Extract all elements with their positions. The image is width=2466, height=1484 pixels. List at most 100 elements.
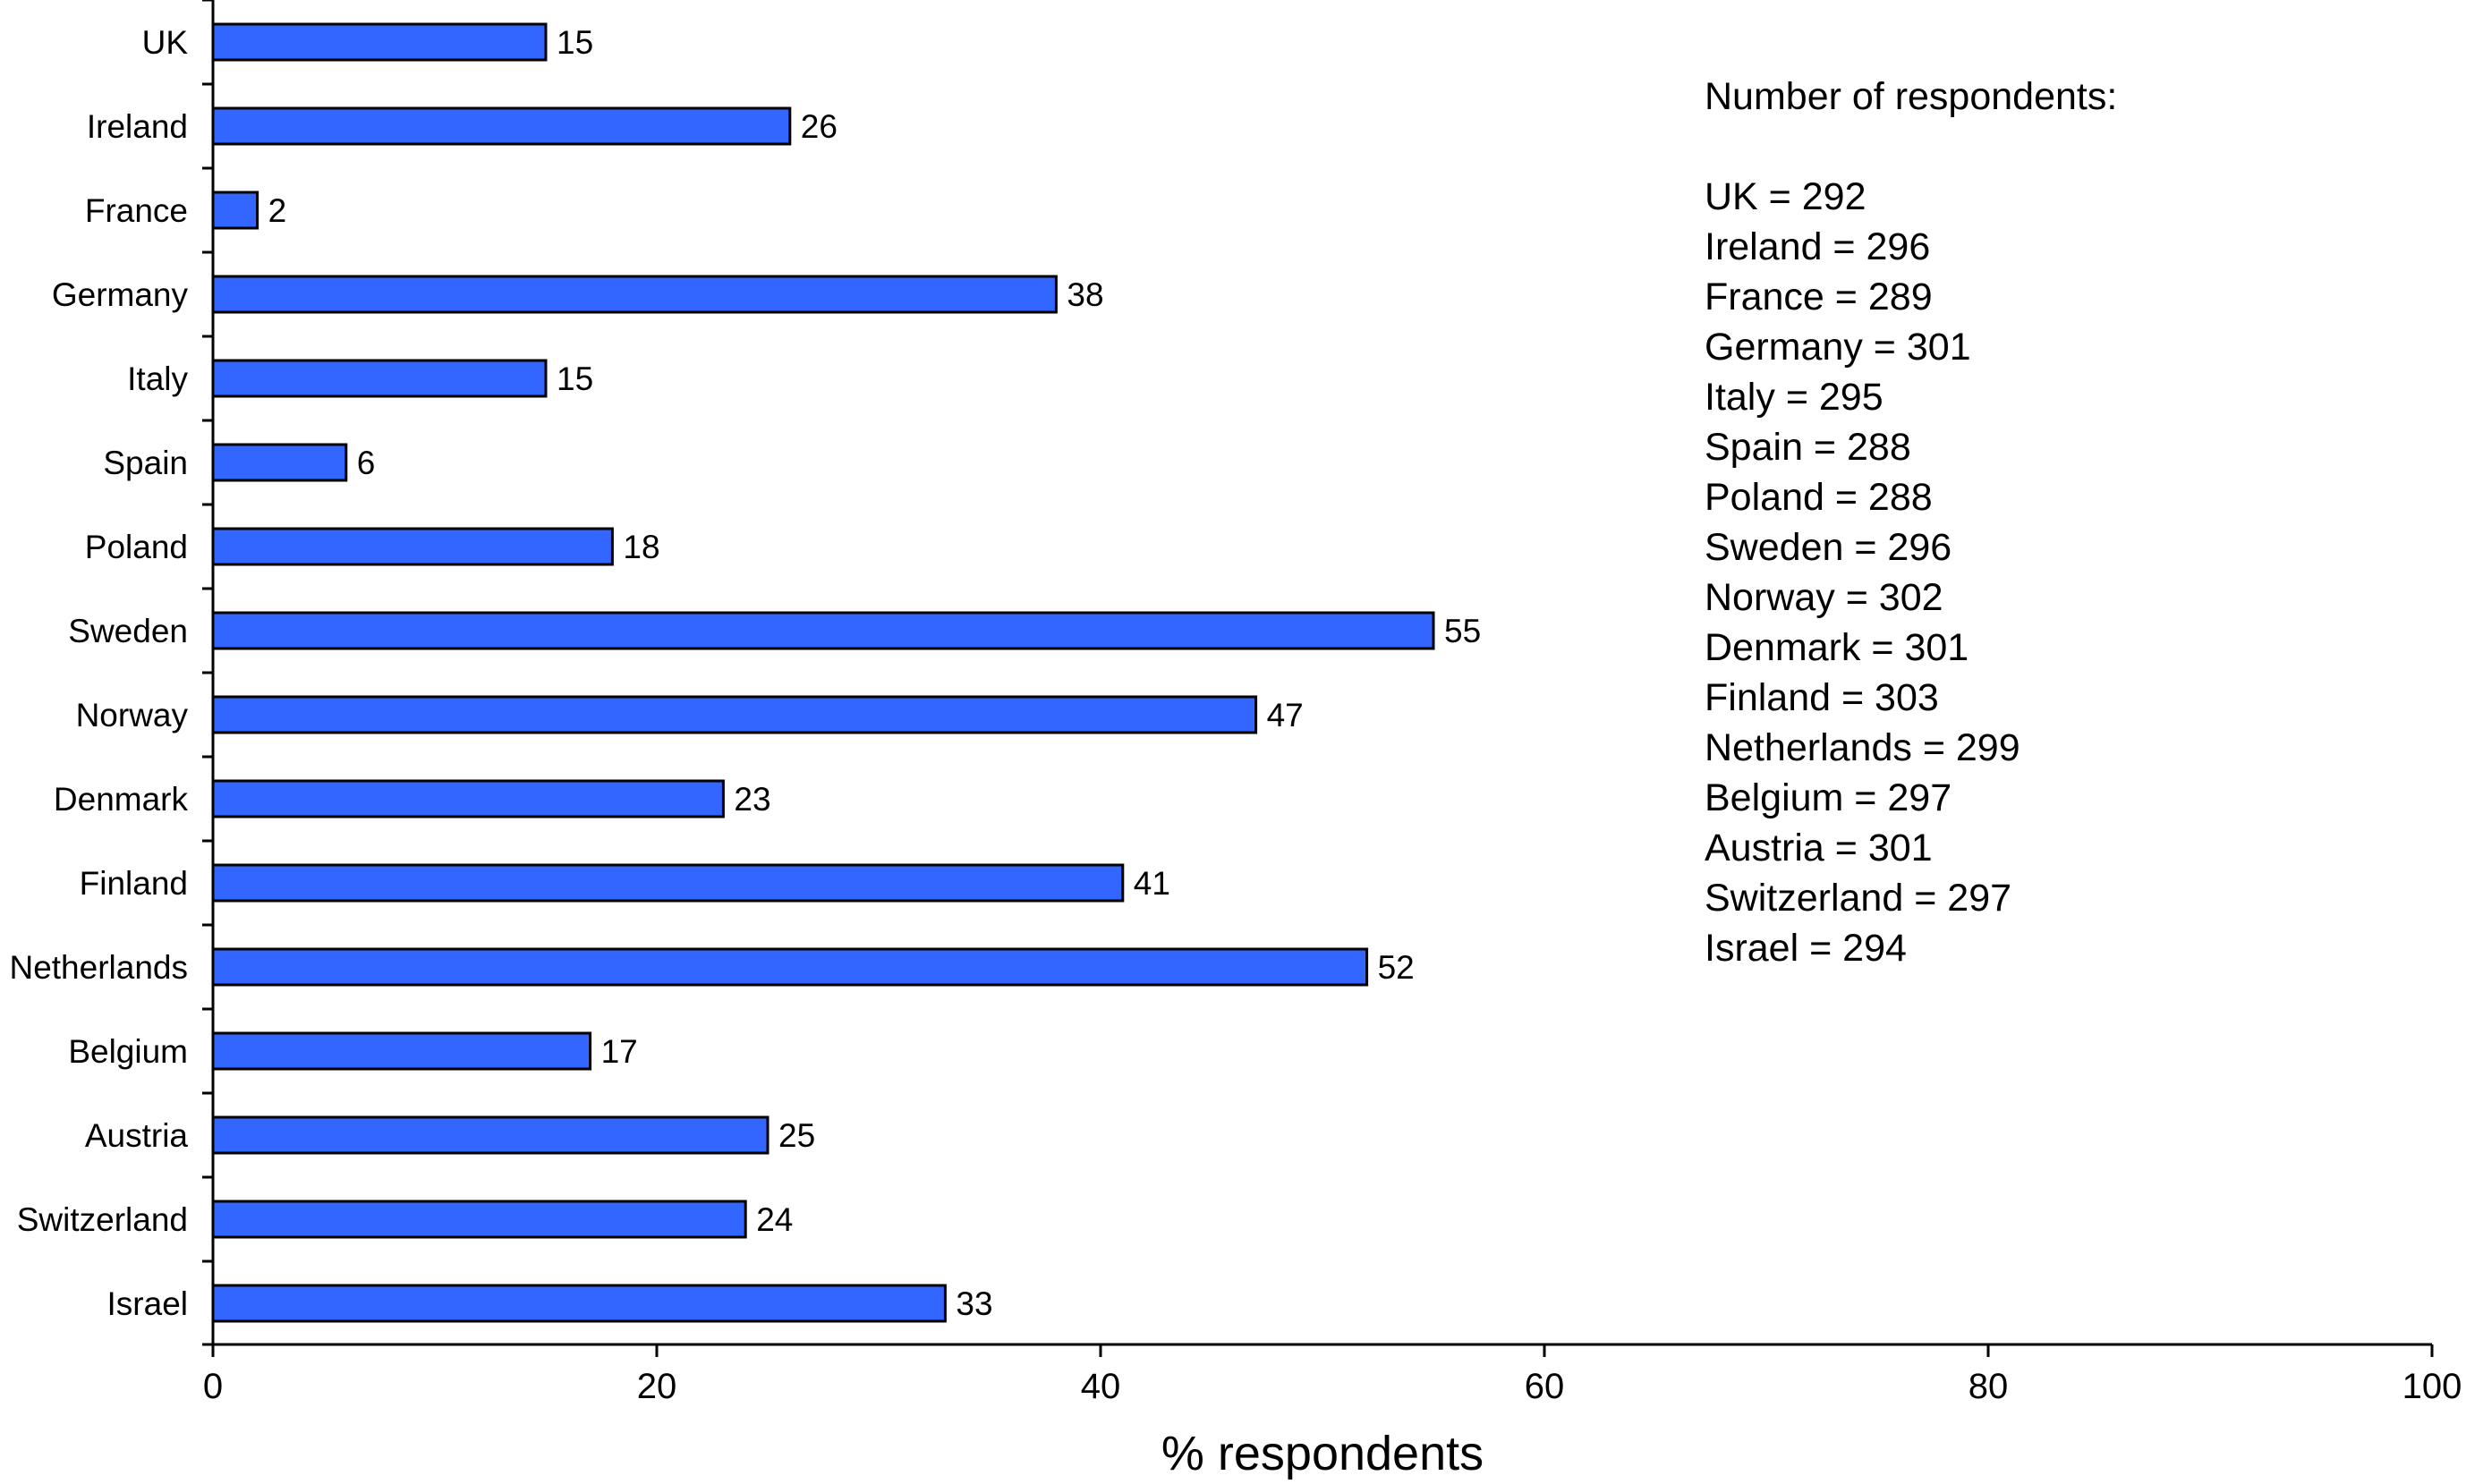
- y-tick-label: Israel: [107, 1285, 188, 1322]
- respondent-count: 302: [1878, 576, 1943, 619]
- respondent-count: 296: [1866, 225, 1931, 268]
- respondent-count-row: Sweden = 296: [1705, 522, 2117, 572]
- bar-austria: [211, 1115, 770, 1155]
- equals-sign: =: [1911, 726, 1956, 769]
- data-label: 25: [778, 1117, 815, 1154]
- equals-sign: =: [1757, 175, 1802, 218]
- y-tick-label: Belgium: [68, 1033, 188, 1070]
- bar-germany: [211, 275, 1058, 314]
- respondent-country: Ireland: [1705, 225, 1823, 268]
- axes-group: 0 20 40 60 80 100: [202, 0, 2462, 1406]
- equals-sign: =: [1824, 827, 1868, 869]
- y-tick-label: Ireland: [87, 108, 188, 145]
- respondent-count: 294: [1842, 927, 1907, 970]
- respondent-count: 288: [1867, 476, 1933, 519]
- y-tick-label: UK: [142, 24, 189, 61]
- data-label: 26: [801, 108, 838, 145]
- respondent-country: Finland: [1705, 676, 1832, 719]
- equals-sign: =: [1843, 776, 1888, 819]
- respondent-count: 297: [1887, 776, 1952, 819]
- equals-sign: =: [1834, 576, 1879, 619]
- respondent-count-row: Belgium = 297: [1705, 773, 2117, 823]
- respondent-country: Belgium: [1705, 776, 1844, 819]
- respondent-country: Sweden: [1705, 526, 1844, 569]
- x-tick-label: 40: [1081, 1367, 1121, 1406]
- data-label: 15: [557, 360, 593, 397]
- respondent-count-row: Switzerland = 297: [1705, 873, 2117, 923]
- bar-spain: [211, 443, 348, 482]
- bar-norway: [211, 695, 1258, 734]
- y-tick-label: Spain: [103, 445, 188, 481]
- bar-sweden: [211, 611, 1435, 650]
- respondent-count: 301: [1906, 326, 1971, 369]
- respondent-country: Italy: [1705, 376, 1775, 419]
- respondent-count-row: France = 289: [1705, 272, 2117, 322]
- data-label: 24: [756, 1201, 793, 1238]
- data-label: 55: [1444, 613, 1481, 649]
- equals-sign: =: [1802, 426, 1847, 469]
- respondent-count: 292: [1801, 175, 1867, 218]
- equals-sign: =: [1774, 376, 1819, 419]
- y-tick-label: Denmark: [54, 781, 189, 818]
- data-label: 6: [357, 445, 376, 481]
- respondent-count-row: Germany = 301: [1705, 322, 2117, 372]
- x-tick-label: 80: [1969, 1367, 2009, 1406]
- equals-sign: =: [1862, 326, 1907, 369]
- respondent-count-row: Israel = 294: [1705, 923, 2117, 973]
- bar-belgium: [211, 1031, 592, 1071]
- respondent-country: UK: [1705, 175, 1758, 218]
- y-tick-label: Norway: [76, 697, 189, 734]
- respondent-country: Denmark: [1705, 626, 1861, 669]
- respondent-country: Spain: [1705, 426, 1803, 469]
- category-labels-group: UK Ireland France Germany Italy Spain Poland Sw…: [9, 24, 188, 1322]
- bar-netherlands: [211, 947, 1369, 987]
- respondents-title: Number of respondents:: [1705, 75, 2118, 118]
- data-label: 33: [956, 1285, 992, 1322]
- respondent-country: Norway: [1705, 576, 1835, 619]
- data-label: 47: [1267, 697, 1304, 734]
- respondent-count-row: Spain = 288: [1705, 422, 2117, 472]
- respondent-country: Israel: [1705, 927, 1799, 970]
- respondent-count: 297: [1947, 877, 2012, 920]
- respondent-count: 288: [1847, 426, 1911, 469]
- bar-israel: [211, 1284, 947, 1323]
- respondent-count: 303: [1875, 676, 1939, 719]
- bar-denmark: [211, 779, 725, 818]
- data-label: 23: [734, 781, 770, 818]
- equals-sign: =: [1860, 626, 1905, 669]
- respondents-list: UK = 292 Ireland = 296 France = 289 Germany…: [1705, 172, 2117, 973]
- respondent-count-row: Ireland = 296: [1705, 222, 2117, 272]
- respondent-count-row: Netherlands = 299: [1705, 723, 2117, 773]
- y-tick-label: Germany: [52, 276, 189, 313]
- x-tick-label: 20: [637, 1367, 677, 1406]
- respondent-count-row: Norway = 302: [1705, 572, 2117, 623]
- x-tick-label: 60: [1525, 1367, 1565, 1406]
- data-labels-group: 15 26 2 38 15 6 18 55 47 23 41 52 17 25 24 33: [268, 24, 1482, 1322]
- data-label: 52: [1378, 949, 1415, 986]
- x-tick-label: 0: [203, 1367, 223, 1406]
- data-label: 18: [623, 529, 659, 565]
- y-tick-label: Austria: [85, 1117, 189, 1154]
- respondent-country: France: [1705, 276, 1824, 318]
- bar-france: [211, 191, 259, 230]
- respondent-count: 295: [1818, 376, 1884, 419]
- bar-poland: [211, 527, 614, 566]
- y-tick-label: Netherlands: [9, 949, 188, 986]
- respondent-count: 296: [1887, 526, 1952, 569]
- data-label: 15: [557, 24, 593, 61]
- equals-sign: =: [1843, 526, 1888, 569]
- respondent-country: Netherlands: [1705, 726, 1912, 769]
- bar-italy: [211, 359, 548, 398]
- equals-sign: =: [1824, 476, 1868, 519]
- bar-switzerland: [211, 1200, 747, 1239]
- bar-uk: [211, 22, 548, 62]
- equals-sign: =: [1831, 676, 1875, 719]
- respondent-count-row: Finland = 303: [1705, 673, 2117, 723]
- y-tick-label: France: [85, 192, 188, 229]
- respondent-count-row: Italy = 295: [1705, 372, 2117, 422]
- y-tick-label: Switzerland: [17, 1201, 188, 1238]
- y-tick-label: Finland: [80, 865, 188, 902]
- data-label: 2: [268, 192, 287, 229]
- y-tick-label: Poland: [85, 529, 188, 565]
